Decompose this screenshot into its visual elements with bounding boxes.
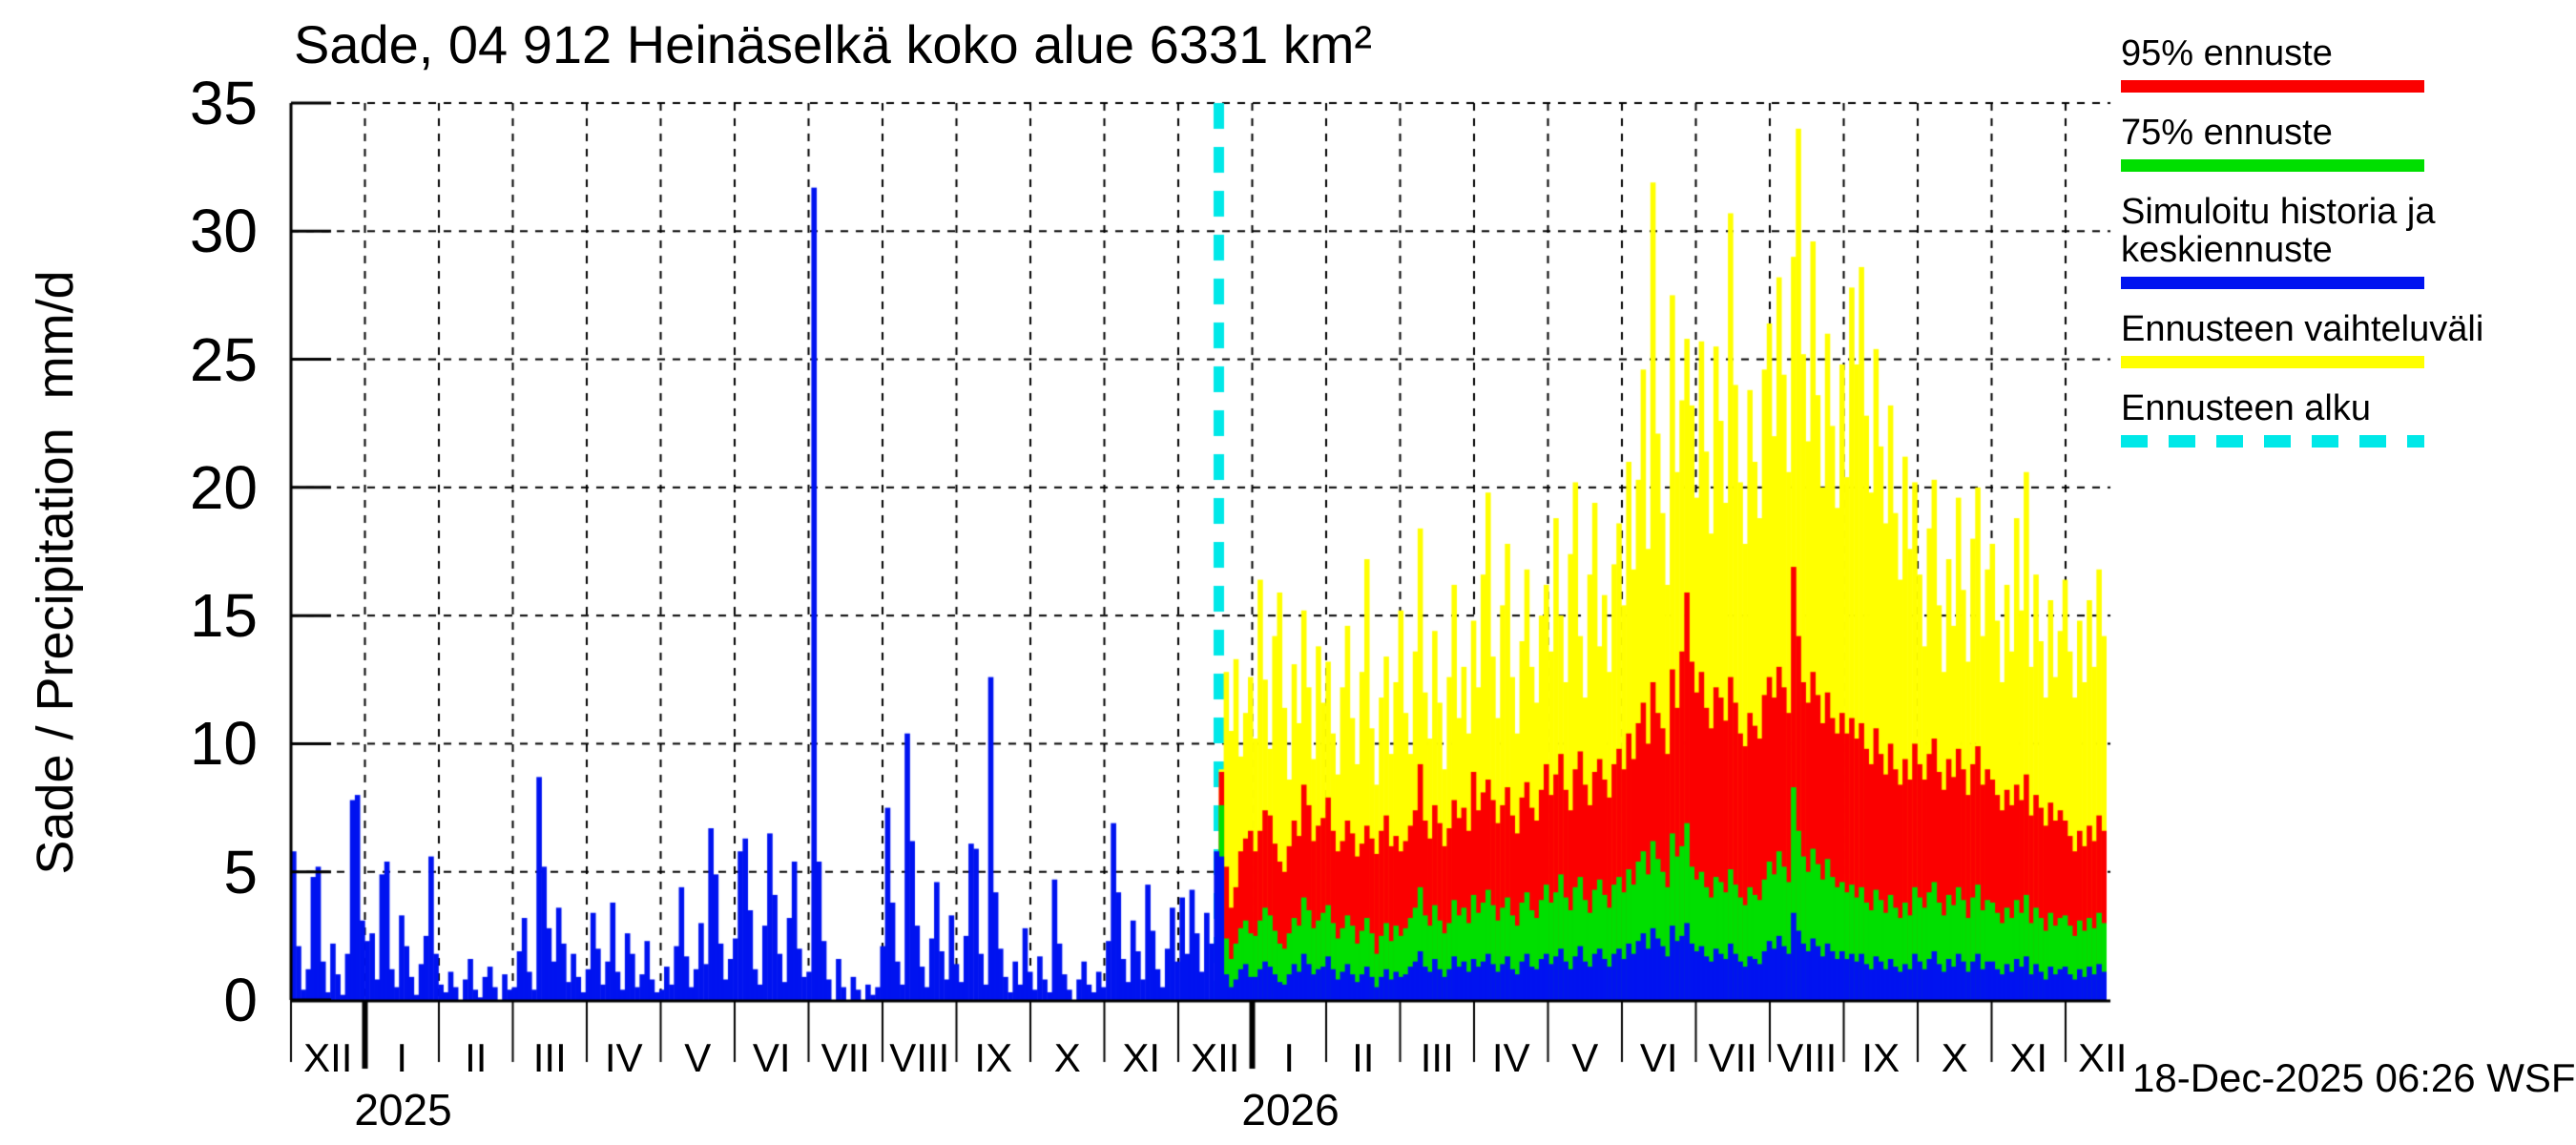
- y-tick-label: 35: [189, 69, 258, 137]
- legend-item-label: 95% ennuste: [2121, 33, 2333, 73]
- month-tick-label: VI: [752, 1035, 791, 1080]
- month-tick-label: II: [465, 1035, 488, 1080]
- month-tick-label: IX: [1861, 1035, 1901, 1080]
- y-tick-label: 20: [189, 452, 258, 522]
- legend-swatch-forecast_yellow: [2121, 356, 2424, 368]
- y-tick-label: 25: [189, 324, 258, 394]
- month-tick-label: IX: [974, 1035, 1013, 1080]
- month-tick-label: V: [684, 1035, 712, 1080]
- legend-item-label: Ennusteen alku: [2121, 388, 2371, 428]
- month-tick-label: VII: [1708, 1035, 1757, 1080]
- legend-swatch-forecast_start_cyan: [2121, 435, 2424, 448]
- month-tick-label: II: [1352, 1035, 1375, 1080]
- month-tick-label: V: [1571, 1035, 1599, 1080]
- y-axis-label: Sade / Precipitation mm/d: [27, 270, 84, 875]
- legend-item-label: Ennusteen vaihteluväli: [2121, 309, 2484, 349]
- legend-item-label: Simuloitu historia ja keskiennuste: [2121, 192, 2436, 270]
- month-tick-label: VII: [821, 1035, 870, 1080]
- month-tick-label: VI: [1639, 1035, 1678, 1080]
- month-tick-label: XII: [2078, 1035, 2128, 1080]
- y-tick-label: 10: [189, 709, 258, 779]
- month-tick-label: I: [1283, 1035, 1296, 1080]
- year-label: 2025: [354, 1085, 452, 1135]
- month-tick-label: IV: [604, 1035, 643, 1080]
- month-tick-label: XII: [303, 1035, 353, 1080]
- y-tick-label: 5: [223, 837, 258, 906]
- month-tick-label: I: [396, 1035, 408, 1080]
- y-tick-label: 30: [189, 197, 258, 266]
- month-tick-label: XI: [2009, 1035, 2048, 1080]
- month-tick-label: XI: [1122, 1035, 1161, 1080]
- year-label: 2026: [1241, 1085, 1340, 1135]
- chart-title: Sade, 04 912 Heinäselkä koko alue 6331 k…: [294, 14, 1373, 74]
- month-tick-label: III: [1420, 1035, 1454, 1080]
- legend-swatch-history_blue: [2121, 277, 2424, 289]
- y-tick-label: 0: [223, 966, 258, 1034]
- month-tick-label: IV: [1491, 1035, 1530, 1080]
- month-tick-label: XII: [1191, 1035, 1240, 1080]
- legend-swatch-forecast_green: [2121, 159, 2424, 172]
- month-tick-label: VIII: [1776, 1035, 1838, 1080]
- month-tick-label: III: [532, 1035, 567, 1080]
- month-tick-label: X: [1941, 1035, 1968, 1080]
- legend-item-label: 75% ennuste: [2121, 113, 2333, 153]
- y-tick-label: 15: [189, 581, 258, 651]
- month-tick-label: VIII: [889, 1035, 950, 1080]
- timestamp: 18-Dec-2025 06:26 WSFS-O: [2132, 1055, 2576, 1100]
- legend-swatch-forecast_red: [2121, 80, 2424, 93]
- month-tick-label: X: [1053, 1035, 1081, 1080]
- legend: 95% ennuste 75% ennuste Simuloitu historia…: [2121, 34, 2550, 468]
